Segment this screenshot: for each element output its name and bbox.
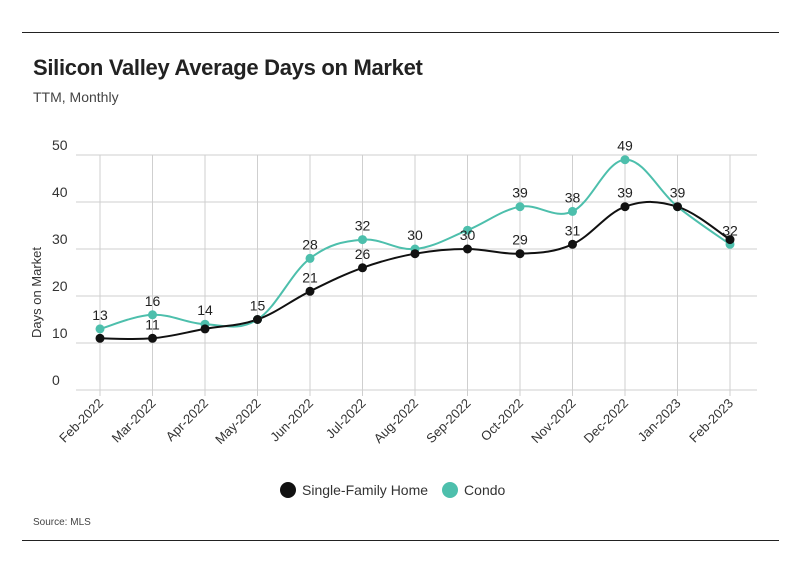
x-tick-label: Nov-2022	[528, 396, 578, 446]
x-tick-label: May-2022	[212, 396, 263, 447]
data-point-single-family	[568, 239, 577, 249]
data-label-condo: 49	[617, 138, 633, 154]
y-tick-label: 40	[52, 184, 68, 200]
x-tick-label: Apr-2022	[163, 396, 211, 444]
legend-marker-single-family	[280, 482, 296, 498]
data-label-single-family: 31	[565, 222, 581, 238]
x-tick-label: Feb-2023	[686, 396, 736, 446]
data-point-condo	[515, 202, 525, 212]
data-point-condo	[95, 324, 105, 334]
y-tick-label: 0	[52, 372, 60, 388]
chart-title: Silicon Valley Average Days on Market	[33, 55, 423, 80]
y-tick-label: 20	[52, 278, 68, 294]
source-note: Source: MLS	[33, 517, 91, 528]
y-tick-label: 30	[52, 231, 68, 247]
x-tick-label: Oct-2022	[478, 396, 526, 444]
data-label-condo: 15	[250, 298, 266, 314]
data-label-single-family: 21	[302, 269, 318, 285]
data-label-condo: 30	[407, 227, 423, 243]
data-label-condo: 39	[670, 185, 686, 201]
x-tick-label: Jan-2023	[635, 396, 684, 445]
x-tick-label: Aug-2022	[371, 396, 421, 446]
legend-item-condo: Condo	[442, 482, 505, 498]
data-point-single-family	[200, 324, 210, 334]
data-point-single-family	[148, 333, 157, 343]
data-label-condo: 39	[512, 185, 528, 201]
data-point-single-family	[95, 333, 105, 343]
legend-label-single-family: Single-Family Home	[302, 482, 429, 498]
top-rule	[22, 32, 779, 33]
y-axis-label: Days on Market	[29, 247, 44, 338]
data-point-condo	[568, 206, 577, 216]
x-tick-label: Jun-2022	[267, 396, 316, 445]
data-label-single-family: 29	[512, 232, 528, 248]
data-point-single-family	[515, 249, 525, 259]
chart-subtitle: TTM, Monthly	[33, 89, 119, 105]
chart-legend: Single-Family Home Condo	[280, 482, 519, 498]
data-label-condo: 28	[302, 236, 318, 252]
data-label-condo: 14	[197, 302, 213, 318]
data-label-single-family: 11	[145, 316, 160, 332]
data-point-single-family	[305, 286, 315, 296]
data-point-single-family	[358, 263, 367, 273]
data-label-single-family: 30	[460, 227, 476, 243]
x-tick-label: Mar-2022	[109, 396, 159, 446]
data-label-condo: 13	[92, 307, 108, 323]
y-tick-label: 50	[52, 137, 68, 153]
data-label-single-family: 39	[617, 185, 633, 201]
legend-label-condo: Condo	[464, 482, 506, 498]
data-label-condo: 32	[355, 218, 371, 234]
legend-marker-condo	[442, 482, 459, 498]
data-point-single-family	[253, 315, 262, 324]
data-point-condo	[463, 225, 472, 235]
legend-item-single-family: Single-Family Home	[280, 482, 428, 498]
bottom-rule	[22, 540, 779, 541]
y-tick-label: 10	[52, 325, 68, 341]
x-tick-label: Sep-2022	[423, 396, 473, 446]
x-tick-label: Jul-2022	[323, 396, 369, 442]
data-point-single-family	[410, 249, 420, 259]
x-tick-label: Feb-2022	[56, 396, 106, 446]
data-point-condo	[148, 310, 157, 320]
data-point-single-family	[725, 235, 735, 245]
data-point-single-family	[673, 202, 682, 212]
data-point-condo	[358, 235, 367, 245]
data-label-condo: 32	[722, 222, 738, 238]
data-point-condo	[620, 155, 630, 165]
data-point-condo	[305, 253, 315, 263]
data-label-condo: 16	[145, 293, 161, 309]
data-label-condo: 38	[565, 189, 581, 205]
data-point-single-family	[463, 244, 472, 254]
data-point-single-family	[620, 202, 630, 212]
data-label-single-family: 26	[355, 246, 371, 262]
x-tick-label: Dec-2022	[581, 396, 631, 446]
